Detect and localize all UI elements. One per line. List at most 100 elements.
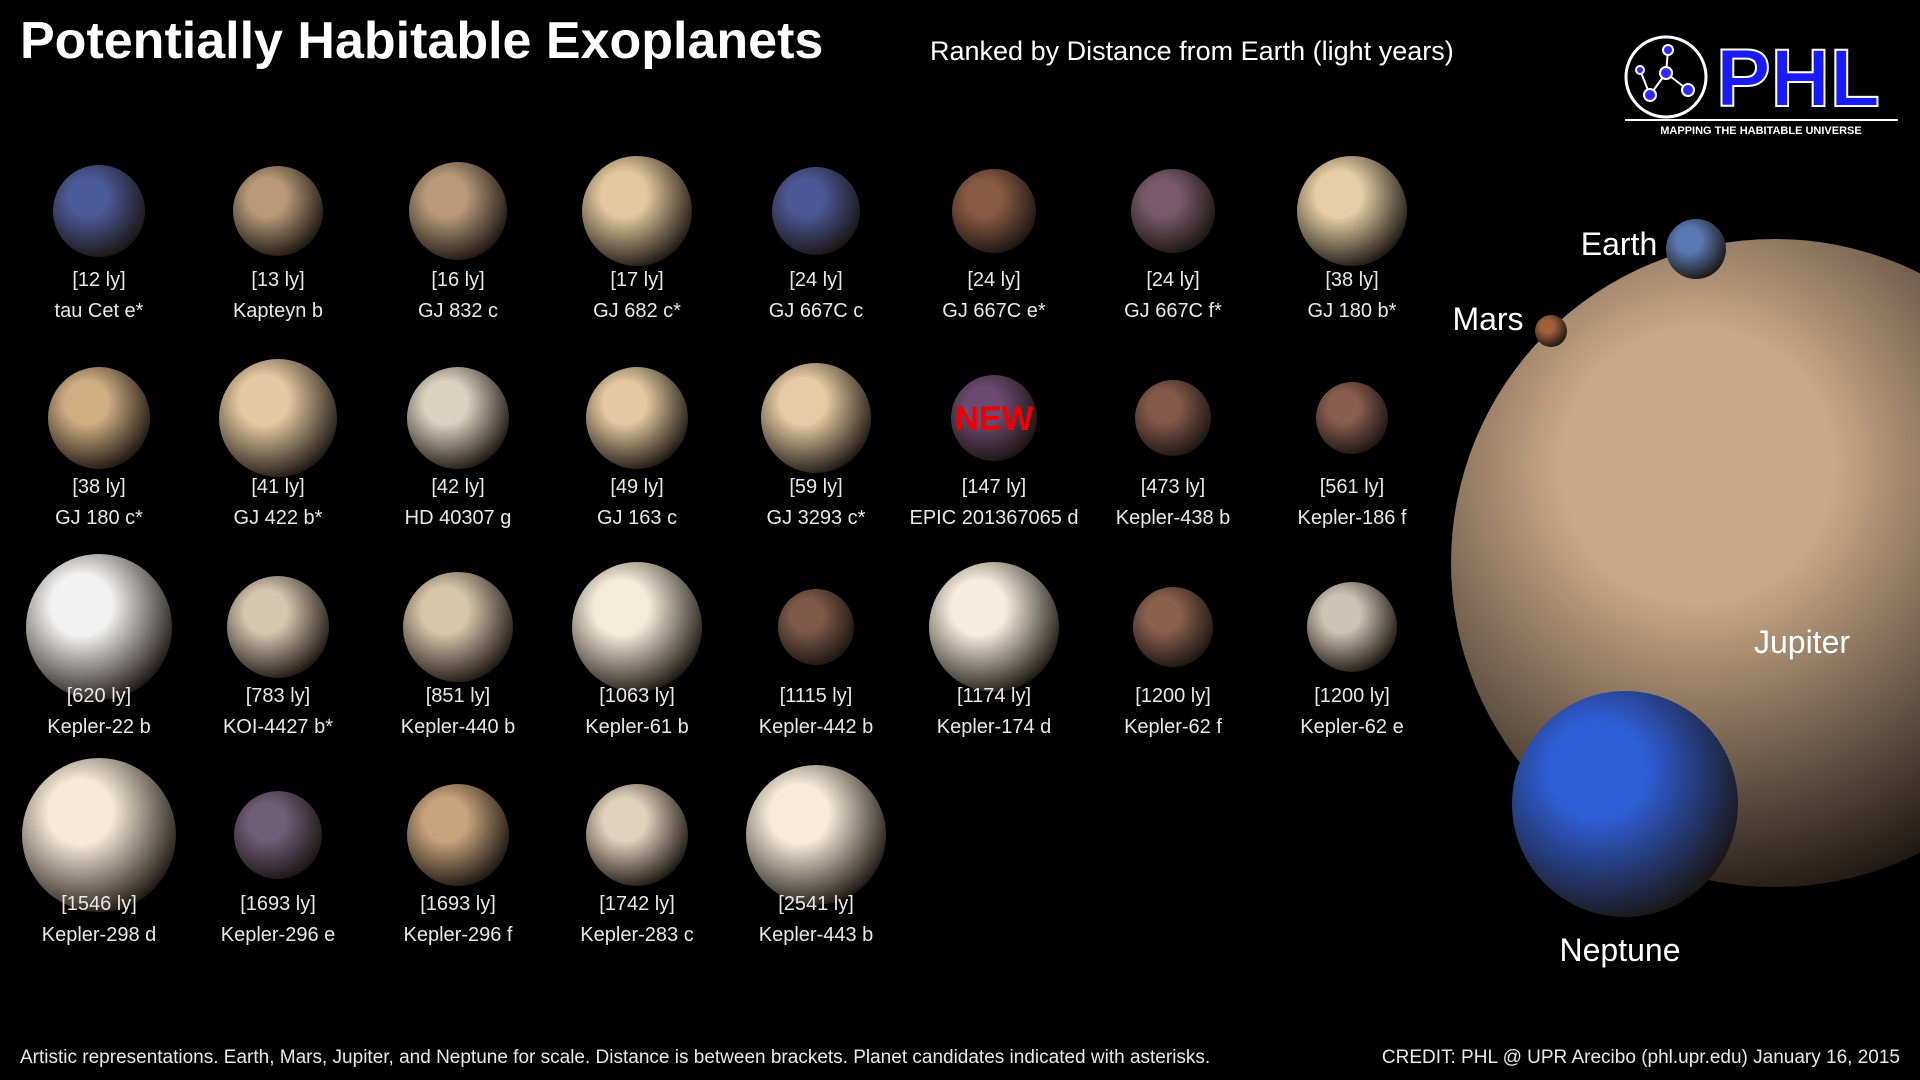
planet-name: Kepler-443 b (759, 924, 874, 946)
subtitle: Ranked by Distance from Earth (light yea… (930, 36, 1454, 66)
planet-distance: [24 ly] (789, 269, 842, 291)
planet (952, 169, 1036, 253)
planet (219, 359, 337, 477)
planet-distance: [1200 ly] (1314, 685, 1390, 707)
planet-distance: [1174 ly] (957, 685, 1031, 707)
planet-distance: [2541 ly] (778, 893, 854, 915)
planet (586, 784, 688, 886)
scale-planet-label: Mars (1452, 301, 1523, 337)
planet-distance: [147 ly] (962, 476, 1026, 498)
planet-name: Kepler-296 f (404, 924, 513, 946)
planet (407, 784, 509, 886)
planet (233, 166, 323, 256)
planet-distance: [620 ly] (67, 685, 131, 707)
planet (22, 758, 176, 912)
logo-tagline: MAPPING THE HABITABLE UNIVERSE (1660, 125, 1861, 137)
scale-planet-label: Jupiter (1754, 624, 1850, 660)
planet-distance: [17 ly] (610, 269, 663, 291)
planet-name: GJ 832 c (418, 300, 498, 322)
planet-distance: [42 ly] (431, 476, 484, 498)
planet-distance: [24 ly] (1146, 269, 1199, 291)
new-badge: NEW (954, 400, 1034, 438)
planet-name: HD 40307 g (405, 507, 512, 529)
planet-name: Kepler-174 d (937, 716, 1052, 738)
planet (746, 765, 886, 905)
planet-distance: [1115 ly] (780, 685, 853, 707)
footer-note: Artistic representations. Earth, Mars, J… (20, 1047, 1210, 1068)
logo-text: PHL (1716, 33, 1880, 124)
planet-distance: [16 ly] (431, 269, 484, 291)
planet-name: Kepler-61 b (585, 716, 688, 738)
planet (53, 165, 145, 257)
planet (572, 562, 702, 692)
logo-ring (1624, 35, 1708, 119)
planet-distance: [49 ly] (610, 476, 663, 498)
planet-name: Kepler-438 b (1116, 507, 1231, 529)
planet (227, 576, 329, 678)
scale-planet-label: Earth (1581, 226, 1657, 262)
planet (407, 367, 509, 469)
planet (48, 367, 150, 469)
planet-grid: [12 ly] tau Cet e* [13 ly] Kapteyn b [16 ly]… (22, 156, 1407, 946)
planet-name: GJ 163 c (597, 507, 677, 529)
planet (772, 167, 860, 255)
planet (1131, 169, 1215, 253)
planet (1133, 587, 1213, 667)
planet-name: Kapteyn b (233, 300, 323, 322)
planet (951, 375, 1037, 461)
planet-name: Kepler-298 d (42, 924, 157, 946)
planet-distance: [41 ly] (251, 476, 304, 498)
planet (409, 162, 507, 260)
planet (582, 156, 692, 266)
planet (26, 554, 172, 700)
planet-name: GJ 3293 c* (767, 507, 866, 529)
planet (1135, 380, 1211, 456)
planet-distance: [1693 ly] (420, 893, 496, 915)
planet-name: EPIC 201367065 d (909, 507, 1078, 529)
planet (778, 589, 854, 665)
scale-planet (1535, 315, 1567, 347)
planet-distance: [1063 ly] (599, 685, 675, 707)
planet-name: GJ 667C f* (1124, 300, 1222, 322)
planet-name: Kepler-442 b (759, 716, 874, 738)
planet (234, 791, 322, 879)
planet-name: GJ 667C c (769, 300, 863, 322)
planet-name: GJ 667C e* (942, 300, 1046, 322)
planet (929, 562, 1059, 692)
planet-name: Kepler-440 b (401, 716, 516, 738)
planet-name: Kepler-296 e (221, 924, 336, 946)
scale-planet (1512, 691, 1738, 917)
planet-distance: [24 ly] (967, 269, 1020, 291)
planet-name: tau Cet e* (55, 300, 144, 322)
scale-planet-label: Neptune (1560, 932, 1681, 968)
planet-distance: [59 ly] (789, 476, 842, 498)
planet-name: GJ 422 b* (234, 507, 323, 529)
title: Potentially Habitable Exoplanets (20, 12, 823, 70)
planet-name: Kepler-62 e (1300, 716, 1403, 738)
planet-distance: [783 ly] (246, 685, 310, 707)
planet-distance: [1200 ly] (1135, 685, 1211, 707)
planet-name: Kepler-22 b (47, 716, 150, 738)
planet-distance: [473 ly] (1141, 476, 1205, 498)
planet-distance: [1546 ly] (61, 893, 137, 915)
logo: PHL MAPPING THE HABITABLE UNIVERSE (1624, 32, 1898, 137)
planet (403, 572, 513, 682)
planet-distance: [38 ly] (1325, 269, 1378, 291)
planet (1297, 156, 1407, 266)
planet-distance: [851 ly] (426, 685, 490, 707)
planet-name: GJ 682 c* (593, 300, 681, 322)
planet-distance: [561 ly] (1320, 476, 1384, 498)
planet-name: GJ 180 b* (1308, 300, 1397, 322)
planet-name: Kepler-186 f (1298, 507, 1407, 529)
scale-planets: Jupiter Earth Mars Neptune (1451, 219, 1920, 968)
planet (1316, 382, 1388, 454)
planet (1307, 582, 1397, 672)
planet (586, 367, 688, 469)
scale-planet (1666, 219, 1726, 279)
planet-distance: [1742 ly] (599, 893, 675, 915)
planet-name: KOI-4427 b* (223, 716, 333, 738)
planet-distance: [13 ly] (251, 269, 304, 291)
planet-name: GJ 180 c* (55, 507, 143, 529)
planet-name: Kepler-283 c (580, 924, 693, 946)
